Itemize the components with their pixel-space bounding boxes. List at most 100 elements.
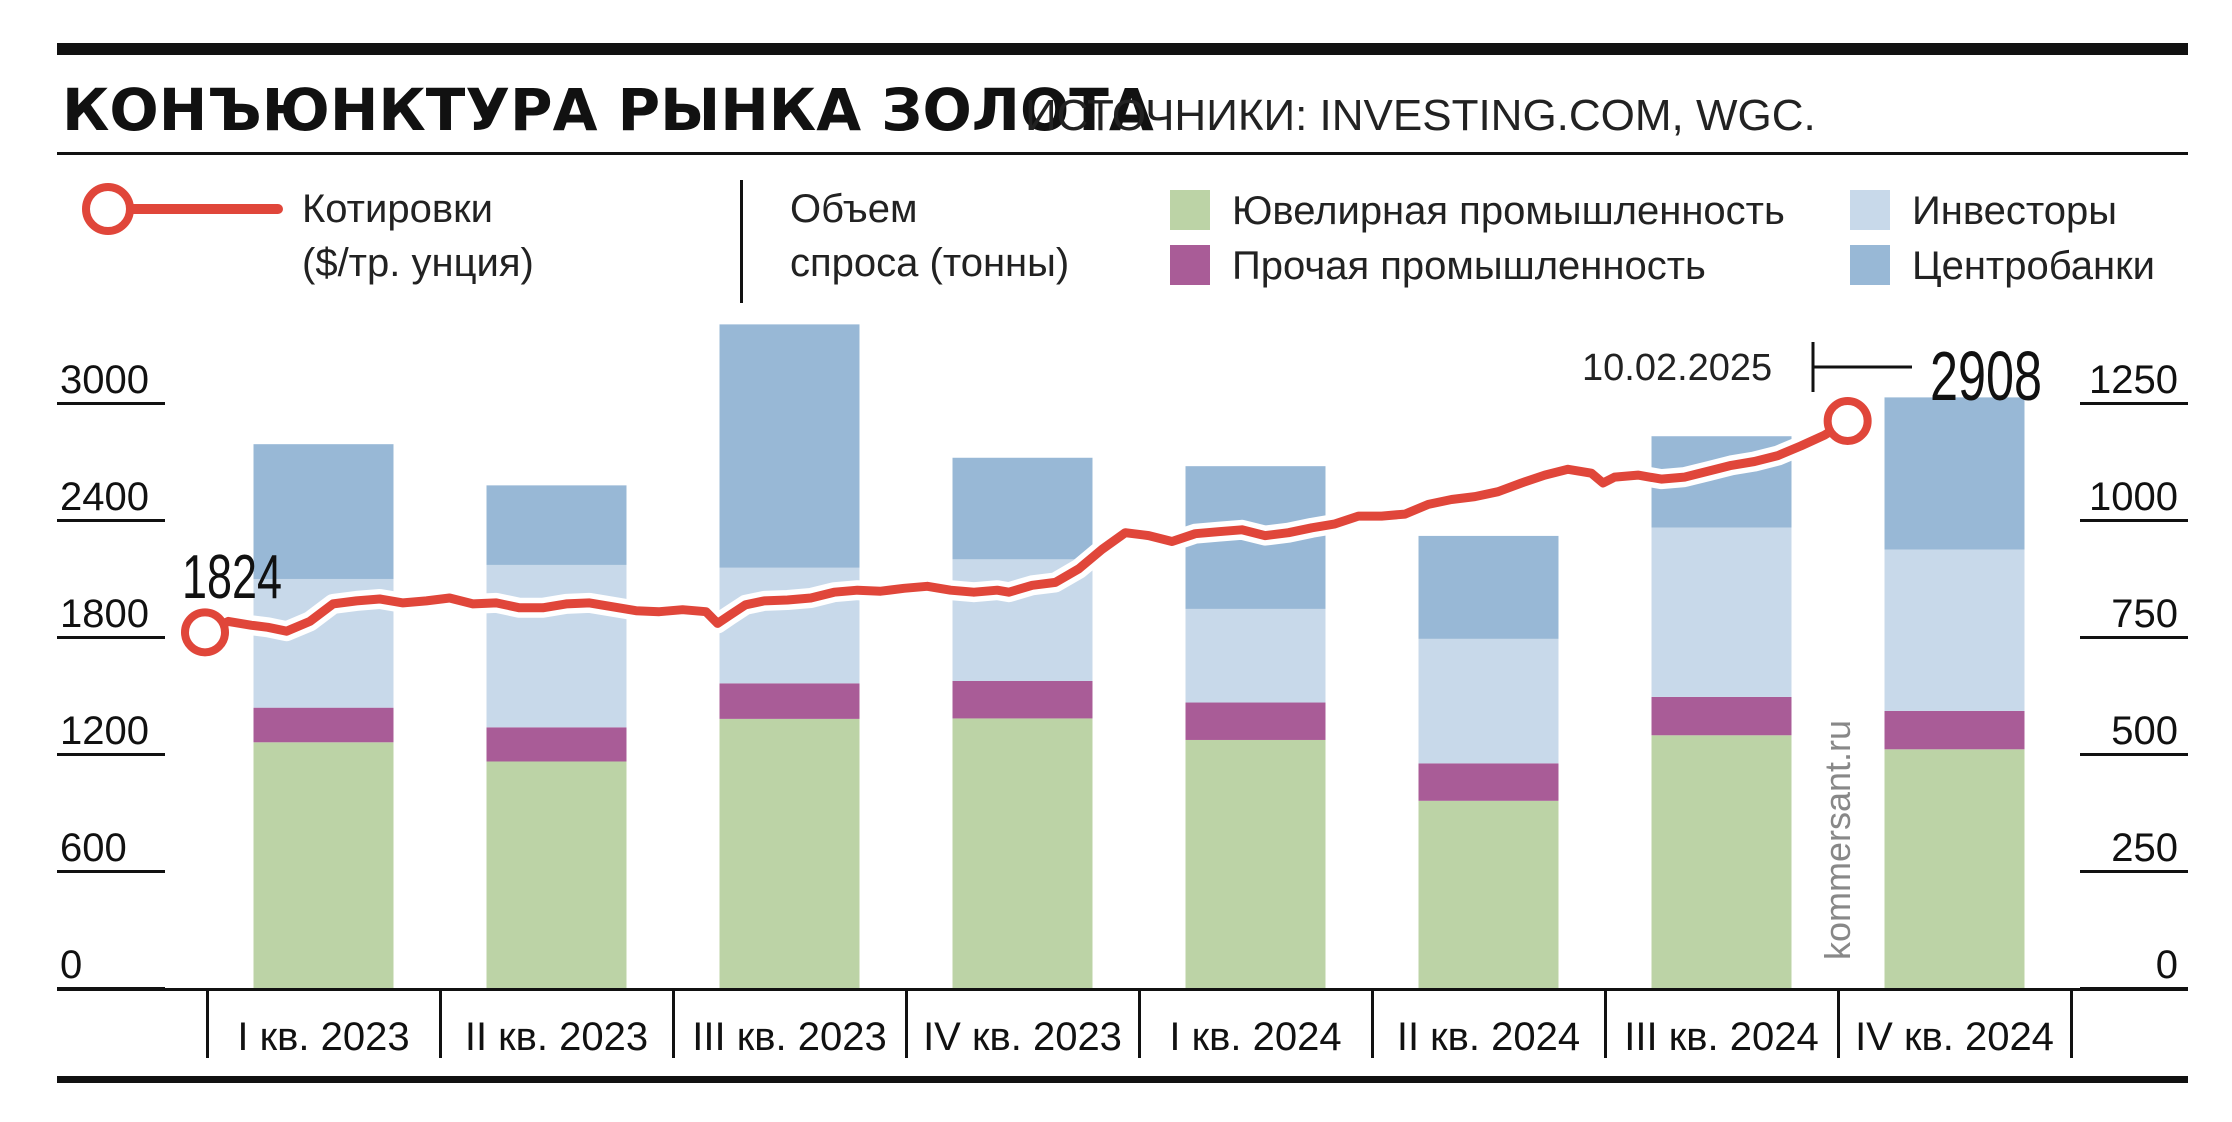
bar-segment-investors <box>1884 549 2025 711</box>
x-tick-label: I кв. 2023 <box>237 1015 409 1059</box>
bar-segment-central-banks <box>1884 397 2025 550</box>
annotation-end-date: 10.02.2025 <box>1582 347 1772 389</box>
x-tick-label: IV кв. 2024 <box>1855 1015 2054 1059</box>
legend-label-other-industry: Прочая промышленность <box>1232 244 1706 288</box>
legend-swatch-jewelry <box>1170 190 1210 230</box>
bar-segment-other-industry <box>1884 710 2025 750</box>
price-end-marker <box>1823 396 1872 445</box>
bar-segment-other-industry <box>1418 763 1559 801</box>
bar-segment-investors <box>1185 608 1326 703</box>
x-axis-separator <box>1837 988 1840 1058</box>
left-axis: 0 600 1200 1800 2400 3000 <box>57 358 165 990</box>
legend-label-jewelry: Ювелирная промышленность <box>1232 189 1785 233</box>
right-tick-line <box>2080 753 2188 756</box>
bar-segment-other-industry <box>1185 702 1326 740</box>
x-axis-separator <box>1138 988 1141 1058</box>
right-axis: 0 250 500 750 1000 1250 <box>2080 358 2188 990</box>
x-axis-line <box>57 988 2188 991</box>
right-tick-label: 1000 <box>2089 475 2178 519</box>
bar-segment-other-industry <box>253 707 394 743</box>
right-tick-line <box>2080 402 2188 405</box>
bar-segment-central-banks <box>253 444 394 579</box>
right-tick-line <box>2080 870 2188 873</box>
title-underline <box>57 152 2188 155</box>
bar-segment-investors <box>1418 638 1559 764</box>
legend-quotes-label-2: ($/тр. унция) <box>302 241 534 285</box>
x-tick-label: I кв. 2024 <box>1169 1015 1341 1059</box>
chart-source: ИСТОЧНИКИ: INVESTING.COM, WGC. <box>1025 91 1816 140</box>
legend-volume-label-1: Объем <box>790 187 917 231</box>
bar-segment-jewelry <box>253 742 394 988</box>
price-start-marker <box>181 608 229 657</box>
price-line-group <box>181 396 1872 657</box>
left-tick-line <box>57 870 165 873</box>
right-tick-label: 500 <box>2111 709 2178 753</box>
legend-volume-label-2: спроса (тонны) <box>790 241 1069 285</box>
watermark: kommersant.ru <box>1817 720 1858 960</box>
x-axis-separator <box>206 988 209 1058</box>
bar-segment-investors <box>1651 527 1792 697</box>
x-axis-separator <box>2070 988 2073 1058</box>
bars <box>253 324 2025 988</box>
legend-swatch-investors <box>1850 190 1890 230</box>
left-tick-line <box>57 636 165 639</box>
left-tick-line <box>57 753 165 756</box>
bar-segment-central-banks <box>952 457 1093 560</box>
x-axis-separator <box>1371 988 1374 1058</box>
bar-segment-other-industry <box>1651 696 1792 736</box>
left-tick-label: 2400 <box>60 475 149 519</box>
left-tick-label: 1800 <box>60 592 149 636</box>
left-tick-label: 600 <box>60 826 127 870</box>
right-tick-label: 0 <box>2156 943 2178 987</box>
bar-segment-jewelry <box>719 718 860 988</box>
bar-segment-jewelry <box>1884 749 2025 988</box>
bar-segment-central-banks <box>486 485 627 565</box>
bar-segment-jewelry <box>1185 739 1326 988</box>
bar-segment-other-industry <box>952 680 1093 719</box>
legend-divider <box>740 180 743 303</box>
x-tick-label: III кв. 2023 <box>692 1015 886 1059</box>
top-rule <box>57 43 2188 55</box>
bottom-rule <box>57 1076 2188 1083</box>
chart-title: КОНЪЮНКТУРА РЫНКА ЗОЛОТА <box>62 76 1154 144</box>
legend: Котировки ($/тр. унция) Объем спроса (то… <box>82 180 2155 303</box>
bar-segment-investors <box>486 564 627 728</box>
x-axis: I кв. 2023 II кв. 2023 III кв. 2023 IV кв. … <box>57 988 2188 1059</box>
annotation-end-value: 2908 <box>1930 337 2042 415</box>
bar-segment-jewelry <box>952 718 1093 988</box>
bar-segment-jewelry <box>486 761 627 988</box>
bar-segment-other-industry <box>719 683 860 719</box>
left-tick-line <box>57 402 165 405</box>
left-tick-label: 1200 <box>60 709 149 753</box>
right-tick-line <box>2080 519 2188 522</box>
x-tick-label: II кв. 2024 <box>1397 1015 1580 1059</box>
x-axis-separator <box>439 988 442 1058</box>
legend-price-marker <box>82 183 134 235</box>
right-tick-label: 250 <box>2111 826 2178 870</box>
bar-segment-central-banks <box>1418 535 1559 639</box>
x-tick-label: II кв. 2023 <box>465 1015 648 1059</box>
legend-label-investors: Инвесторы <box>1912 189 2117 233</box>
right-tick-label: 1250 <box>2089 358 2178 402</box>
x-axis-separator <box>1604 988 1607 1058</box>
legend-quotes-label-1: Котировки <box>302 187 493 231</box>
legend-label-central-banks: Центробанки <box>1912 244 2155 288</box>
legend-swatch-central-banks <box>1850 245 1890 285</box>
left-tick-label: 3000 <box>60 358 149 402</box>
left-tick-label: 0 <box>60 943 82 987</box>
bar-segment-jewelry <box>1418 800 1559 988</box>
bar-segment-jewelry <box>1651 735 1792 988</box>
bar-segment-central-banks <box>719 324 860 568</box>
x-tick-label: IV кв. 2023 <box>923 1015 1122 1059</box>
x-axis-separator <box>672 988 675 1058</box>
bar-segment-other-industry <box>486 727 627 762</box>
right-tick-line <box>2080 636 2188 639</box>
price-line <box>200 416 1853 637</box>
x-axis-separator <box>905 988 908 1058</box>
x-tick-label: III кв. 2024 <box>1624 1015 1818 1059</box>
left-tick-line <box>57 519 165 522</box>
legend-swatch-other-industry <box>1170 245 1210 285</box>
right-tick-label: 750 <box>2111 592 2178 636</box>
annotation-start-value: 1824 <box>182 543 282 612</box>
